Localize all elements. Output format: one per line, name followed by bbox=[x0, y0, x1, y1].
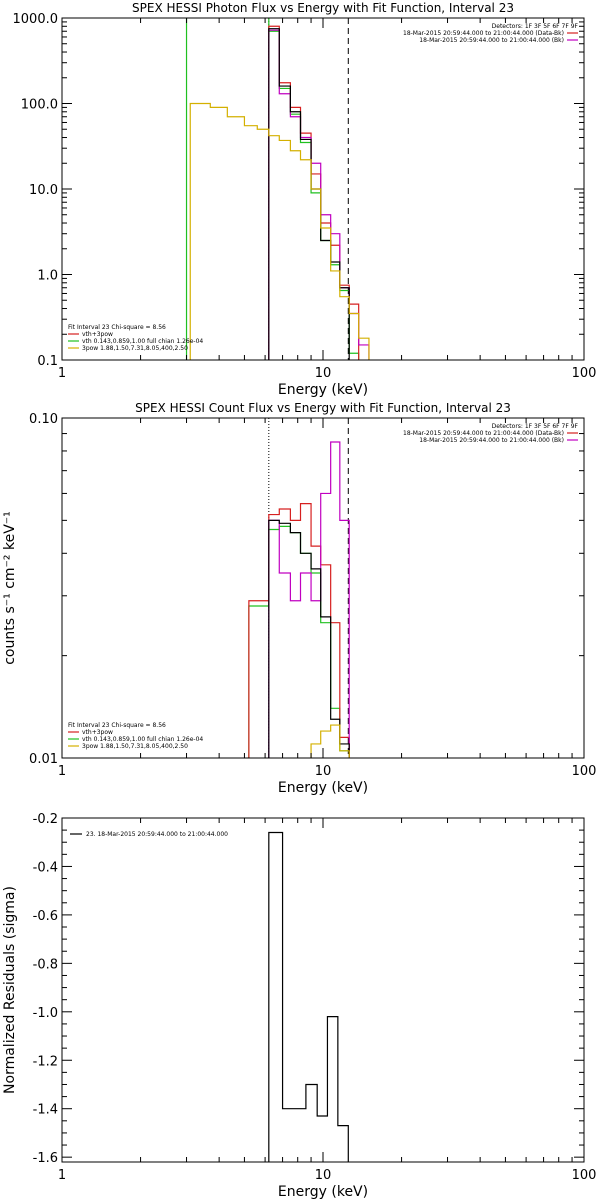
x-tick-label: 1 bbox=[58, 366, 66, 381]
photon-flux-panel: SPEX HESSI Photon Flux vs Energy with Fi… bbox=[13, 1, 597, 398]
chart-title: SPEX HESSI Photon Flux vs Energy with Fi… bbox=[132, 1, 514, 15]
count-flux-panel: SPEX HESSI Count Flux vs Energy with Fit… bbox=[2, 401, 596, 796]
residuals-panel: 1 10 100 Energy (keV) -1.6 -1.4 -1.2 -1.0 -0.8 -0… bbox=[2, 812, 596, 1200]
x-tick-label: 10 bbox=[315, 1168, 332, 1183]
axes-frame bbox=[61, 817, 585, 1163]
y-axis-label: counts s⁻¹ cm⁻² keV⁻¹ bbox=[2, 511, 18, 665]
series-0-line bbox=[248, 525, 350, 758]
y-tick-label: -1.6 bbox=[33, 1151, 58, 1166]
x-tick-label: 100 bbox=[572, 1168, 597, 1183]
y-tick-label: -0.2 bbox=[33, 812, 58, 827]
legend-topright-entry: 18-Mar-2015 20:59:44.000 to 21:00:44.000… bbox=[419, 437, 564, 444]
legend-topright-entry: 18-Mar-2015 20:59:44.000 to 21:00:44.000… bbox=[419, 37, 564, 44]
x-axis-label: Energy (keV) bbox=[278, 1184, 368, 1200]
x-tick-label: 10 bbox=[315, 764, 332, 779]
legend-topright-entry: Detectors: 1F 3F 5F 6F 7F 9F bbox=[492, 23, 579, 30]
series-4-line bbox=[310, 724, 350, 758]
y-tick-label: 100.0 bbox=[21, 98, 58, 113]
axes-frame bbox=[61, 17, 585, 361]
legend-topright-entry: 18-Mar-2015 20:59:44.000 to 21:00:44.000… bbox=[403, 30, 564, 37]
series-0-line bbox=[185, 18, 360, 360]
y-tick-label: -0.4 bbox=[33, 860, 58, 875]
series-0-line bbox=[268, 831, 349, 1162]
x-tick-label: 100 bbox=[572, 764, 597, 779]
y-tick-label: -1.4 bbox=[33, 1103, 58, 1118]
series-2-line bbox=[268, 29, 370, 360]
plot-area bbox=[248, 418, 350, 758]
chart-title: SPEX HESSI Count Flux vs Energy with Fit… bbox=[135, 401, 511, 415]
axes-frame bbox=[61, 417, 585, 759]
legend-bottomleft-entry: 3pow 1.88,1.50,7.31,8.05,400,2.50 bbox=[82, 743, 188, 750]
legend-bottomleft-entry: vth+3pow bbox=[82, 331, 113, 338]
series-3-line bbox=[268, 519, 350, 758]
series-3-line bbox=[268, 28, 350, 360]
series-4-line bbox=[189, 102, 370, 360]
y-tick-label: 1000.0 bbox=[13, 12, 59, 27]
legend-bottomleft-entry: Fit Interval 23 Chi-square = 8.56 bbox=[68, 722, 166, 729]
legend-topleft-entry: 23. 18-Mar-2015 20:59:44.000 to 21:00:44… bbox=[86, 831, 228, 838]
series-2-line bbox=[268, 441, 350, 758]
y-tick-label: -0.6 bbox=[33, 909, 58, 924]
series-1-line bbox=[268, 25, 360, 360]
x-axis-label: Energy (keV) bbox=[278, 382, 368, 398]
legend-bottomleft-entry: vth 0.143,0.859,1.00 full chian 1.26e-04 bbox=[82, 338, 203, 345]
y-tick-label: -1.2 bbox=[33, 1054, 58, 1069]
y-axis-label: Normalized Residuals (sigma) bbox=[2, 886, 18, 1094]
y-tick-label: 1.0 bbox=[37, 269, 58, 284]
legend-bottomleft-entry: vth+3pow bbox=[82, 729, 113, 736]
y-tick-label: 0.01 bbox=[29, 752, 58, 767]
legend-bottomleft-entry: vth 0.143,0.859,1.00 full chian 1.26e-04 bbox=[82, 736, 203, 743]
x-tick-label: 1 bbox=[58, 764, 66, 779]
legend-bottomleft-entry: Fit Interval 23 Chi-square = 8.56 bbox=[68, 324, 166, 331]
y-tick-label: 0.10 bbox=[29, 412, 58, 427]
x-tick-label: 10 bbox=[315, 366, 332, 381]
x-tick-label: 100 bbox=[572, 366, 597, 381]
y-tick-label: -1.0 bbox=[33, 1006, 58, 1021]
x-tick-label: 1 bbox=[58, 1168, 66, 1183]
plot-area bbox=[268, 831, 349, 1162]
legend-topright-entry: 18-Mar-2015 20:59:44.000 to 21:00:44.000… bbox=[403, 430, 564, 437]
y-tick-label: 0.1 bbox=[37, 354, 58, 369]
legend-bottomleft-entry: 3pow 1.88,1.50,7.31,8.05,400,2.50 bbox=[82, 345, 188, 352]
y-tick-label: -0.8 bbox=[33, 957, 58, 972]
series-1-line bbox=[248, 503, 350, 758]
x-axis-label: Energy (keV) bbox=[278, 780, 368, 796]
legend-topright-entry: Detectors: 1F 3F 5F 6F 7F 9F bbox=[492, 423, 579, 430]
y-tick-label: 10.0 bbox=[29, 183, 58, 198]
plot-area bbox=[185, 18, 370, 360]
